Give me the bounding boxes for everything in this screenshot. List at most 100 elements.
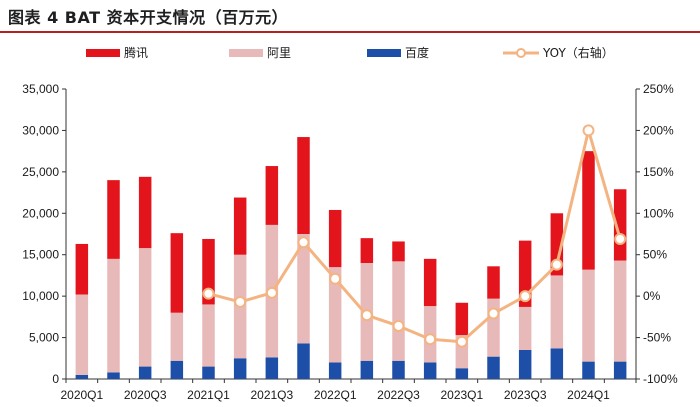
bar-alibaba-2020Q3 — [138, 248, 152, 367]
left-tick-label: 0 — [52, 372, 59, 386]
bar-tencent-2022Q4 — [423, 258, 437, 307]
yoy-point-2024Q1 — [582, 124, 595, 137]
left-tick-label: 10,000 — [22, 289, 59, 303]
legend-label-yoy: YOY（右轴） — [542, 45, 614, 60]
yoy-point-2023Q3 — [519, 290, 532, 303]
bar-baidu-2022Q2 — [360, 360, 374, 379]
bar-tencent-2020Q2 — [107, 180, 120, 259]
bar-baidu-2022Q1 — [328, 362, 342, 379]
bar-baidu-2022Q3 — [392, 360, 405, 379]
right-tick-label: 0% — [643, 289, 661, 303]
bar-alibaba-2020Q1 — [75, 294, 89, 375]
bar-alibaba-2023Q2 — [487, 298, 500, 357]
bar-baidu-2023Q3 — [518, 350, 532, 379]
x-tick-label: 2023Q3 — [504, 388, 547, 402]
bar-baidu-2024Q2 — [613, 361, 627, 379]
bar-baidu-2021Q4 — [297, 343, 310, 379]
bar-baidu-2023Q1 — [455, 368, 469, 379]
bar-baidu-2023Q2 — [487, 356, 500, 379]
title-rule — [0, 31, 700, 33]
bar-tencent-2022Q2 — [360, 238, 374, 263]
x-tick-label: 2020Q3 — [124, 388, 167, 402]
bar-baidu-2020Q1 — [75, 374, 89, 379]
bar-alibaba-2021Q1 — [202, 304, 215, 367]
yoy-line — [202, 124, 627, 348]
bar-alibaba-2021Q4 — [297, 234, 310, 344]
x-tick-label: 2020Q1 — [60, 388, 103, 402]
bar-tencent-2020Q3 — [138, 176, 152, 249]
yoy-point-2021Q4 — [297, 236, 310, 249]
bar-alibaba-2020Q4 — [170, 312, 184, 361]
figure-title: 图表 4 BAT 资本开支情况（百万元） — [8, 8, 289, 27]
bar-alibaba-2023Q4 — [550, 275, 564, 349]
bar-tencent-2021Q3 — [265, 166, 279, 225]
left-tick-label: 5,000 — [29, 331, 59, 345]
legend-label-baidu: 百度 — [405, 45, 429, 60]
right-tick-label: 50% — [643, 248, 667, 262]
left-tick-label: 25,000 — [22, 165, 59, 179]
left-tick-label: 30,000 — [22, 123, 59, 137]
x-tick-label: 2023Q1 — [440, 388, 483, 402]
yoy-point-2023Q2 — [487, 307, 500, 320]
yoy-point-2023Q4 — [550, 258, 563, 271]
bar-tencent-2021Q2 — [233, 197, 247, 255]
right-tick-label: 250% — [643, 82, 674, 96]
yoy-point-2023Q1 — [455, 335, 468, 348]
x-tick-label: 2022Q3 — [377, 388, 420, 402]
right-tick-label: 200% — [643, 123, 674, 137]
yoy-point-2022Q1 — [329, 272, 342, 285]
bar-alibaba-2020Q2 — [107, 258, 120, 373]
bar-alibaba-2022Q3 — [392, 261, 405, 361]
bars — [75, 137, 627, 379]
legend: 腾讯 阿里 百度 YOY（右轴） — [86, 45, 614, 60]
bar-tencent-2020Q1 — [75, 243, 89, 295]
bar-baidu-2022Q4 — [423, 362, 437, 379]
figure-header: 图表 4 BAT 资本开支情况（百万元） — [0, 0, 700, 34]
legend-label-alibaba: 阿里 — [267, 46, 291, 60]
legend-swatch-tencent — [86, 49, 120, 57]
axes: 0 5,000 10,000 15,000 20,000 25,000 30,000 35,0… — [22, 82, 678, 402]
bar-tencent-2023Q3 — [518, 240, 532, 307]
right-tick-label: -100% — [643, 372, 678, 386]
legend-swatch-alibaba — [229, 49, 263, 57]
bar-baidu-2020Q3 — [138, 366, 152, 379]
x-tick-label: 2021Q1 — [187, 388, 230, 402]
bar-tencent-2021Q1 — [202, 238, 215, 305]
x-tick-label: 2021Q3 — [250, 388, 293, 402]
bar-tencent-2021Q4 — [297, 137, 310, 234]
yoy-point-2021Q2 — [234, 295, 247, 308]
x-tick-label: 2024Q1 — [567, 388, 610, 402]
bar-baidu-2021Q1 — [202, 366, 215, 379]
right-tick-label: -50% — [643, 331, 671, 345]
legend-swatch-baidu — [367, 49, 401, 57]
bar-alibaba-2023Q3 — [518, 306, 532, 350]
bar-baidu-2020Q4 — [170, 360, 184, 379]
legend-marker-yoy — [516, 48, 526, 58]
legend-label-tencent: 腾讯 — [124, 45, 148, 60]
bar-tencent-2023Q1 — [455, 302, 469, 336]
yoy-polyline — [208, 128, 622, 344]
capex-chart: 腾讯 阿里 百度 YOY（右轴） 0 5,000 10,000 15,000 20,00… — [22, 45, 678, 402]
left-tick-label: 20,000 — [22, 206, 59, 220]
bar-baidu-2021Q2 — [233, 358, 247, 379]
yoy-point-2021Q1 — [202, 287, 215, 300]
bar-tencent-2022Q1 — [328, 209, 342, 268]
bar-baidu-2020Q2 — [107, 372, 120, 379]
bar-alibaba-2022Q1 — [328, 267, 342, 363]
bar-alibaba-2024Q2 — [613, 260, 627, 362]
x-tick-label: 2022Q1 — [314, 388, 357, 402]
yoy-point-2022Q3 — [392, 319, 405, 332]
yoy-point-2022Q2 — [360, 309, 373, 322]
yoy-point-2024Q2 — [614, 232, 627, 245]
left-tick-label: 35,000 — [22, 82, 59, 96]
bar-baidu-2024Q1 — [582, 361, 595, 379]
bar-baidu-2021Q3 — [265, 357, 279, 379]
yoy-point-2021Q3 — [265, 286, 278, 299]
bar-alibaba-2024Q1 — [582, 269, 595, 362]
right-tick-label: 150% — [643, 165, 674, 179]
bar-baidu-2023Q4 — [550, 348, 564, 379]
left-tick-label: 15,000 — [22, 248, 59, 262]
right-tick-label: 100% — [643, 206, 674, 220]
bar-tencent-2022Q3 — [392, 241, 405, 262]
bar-tencent-2024Q1 — [582, 151, 595, 270]
